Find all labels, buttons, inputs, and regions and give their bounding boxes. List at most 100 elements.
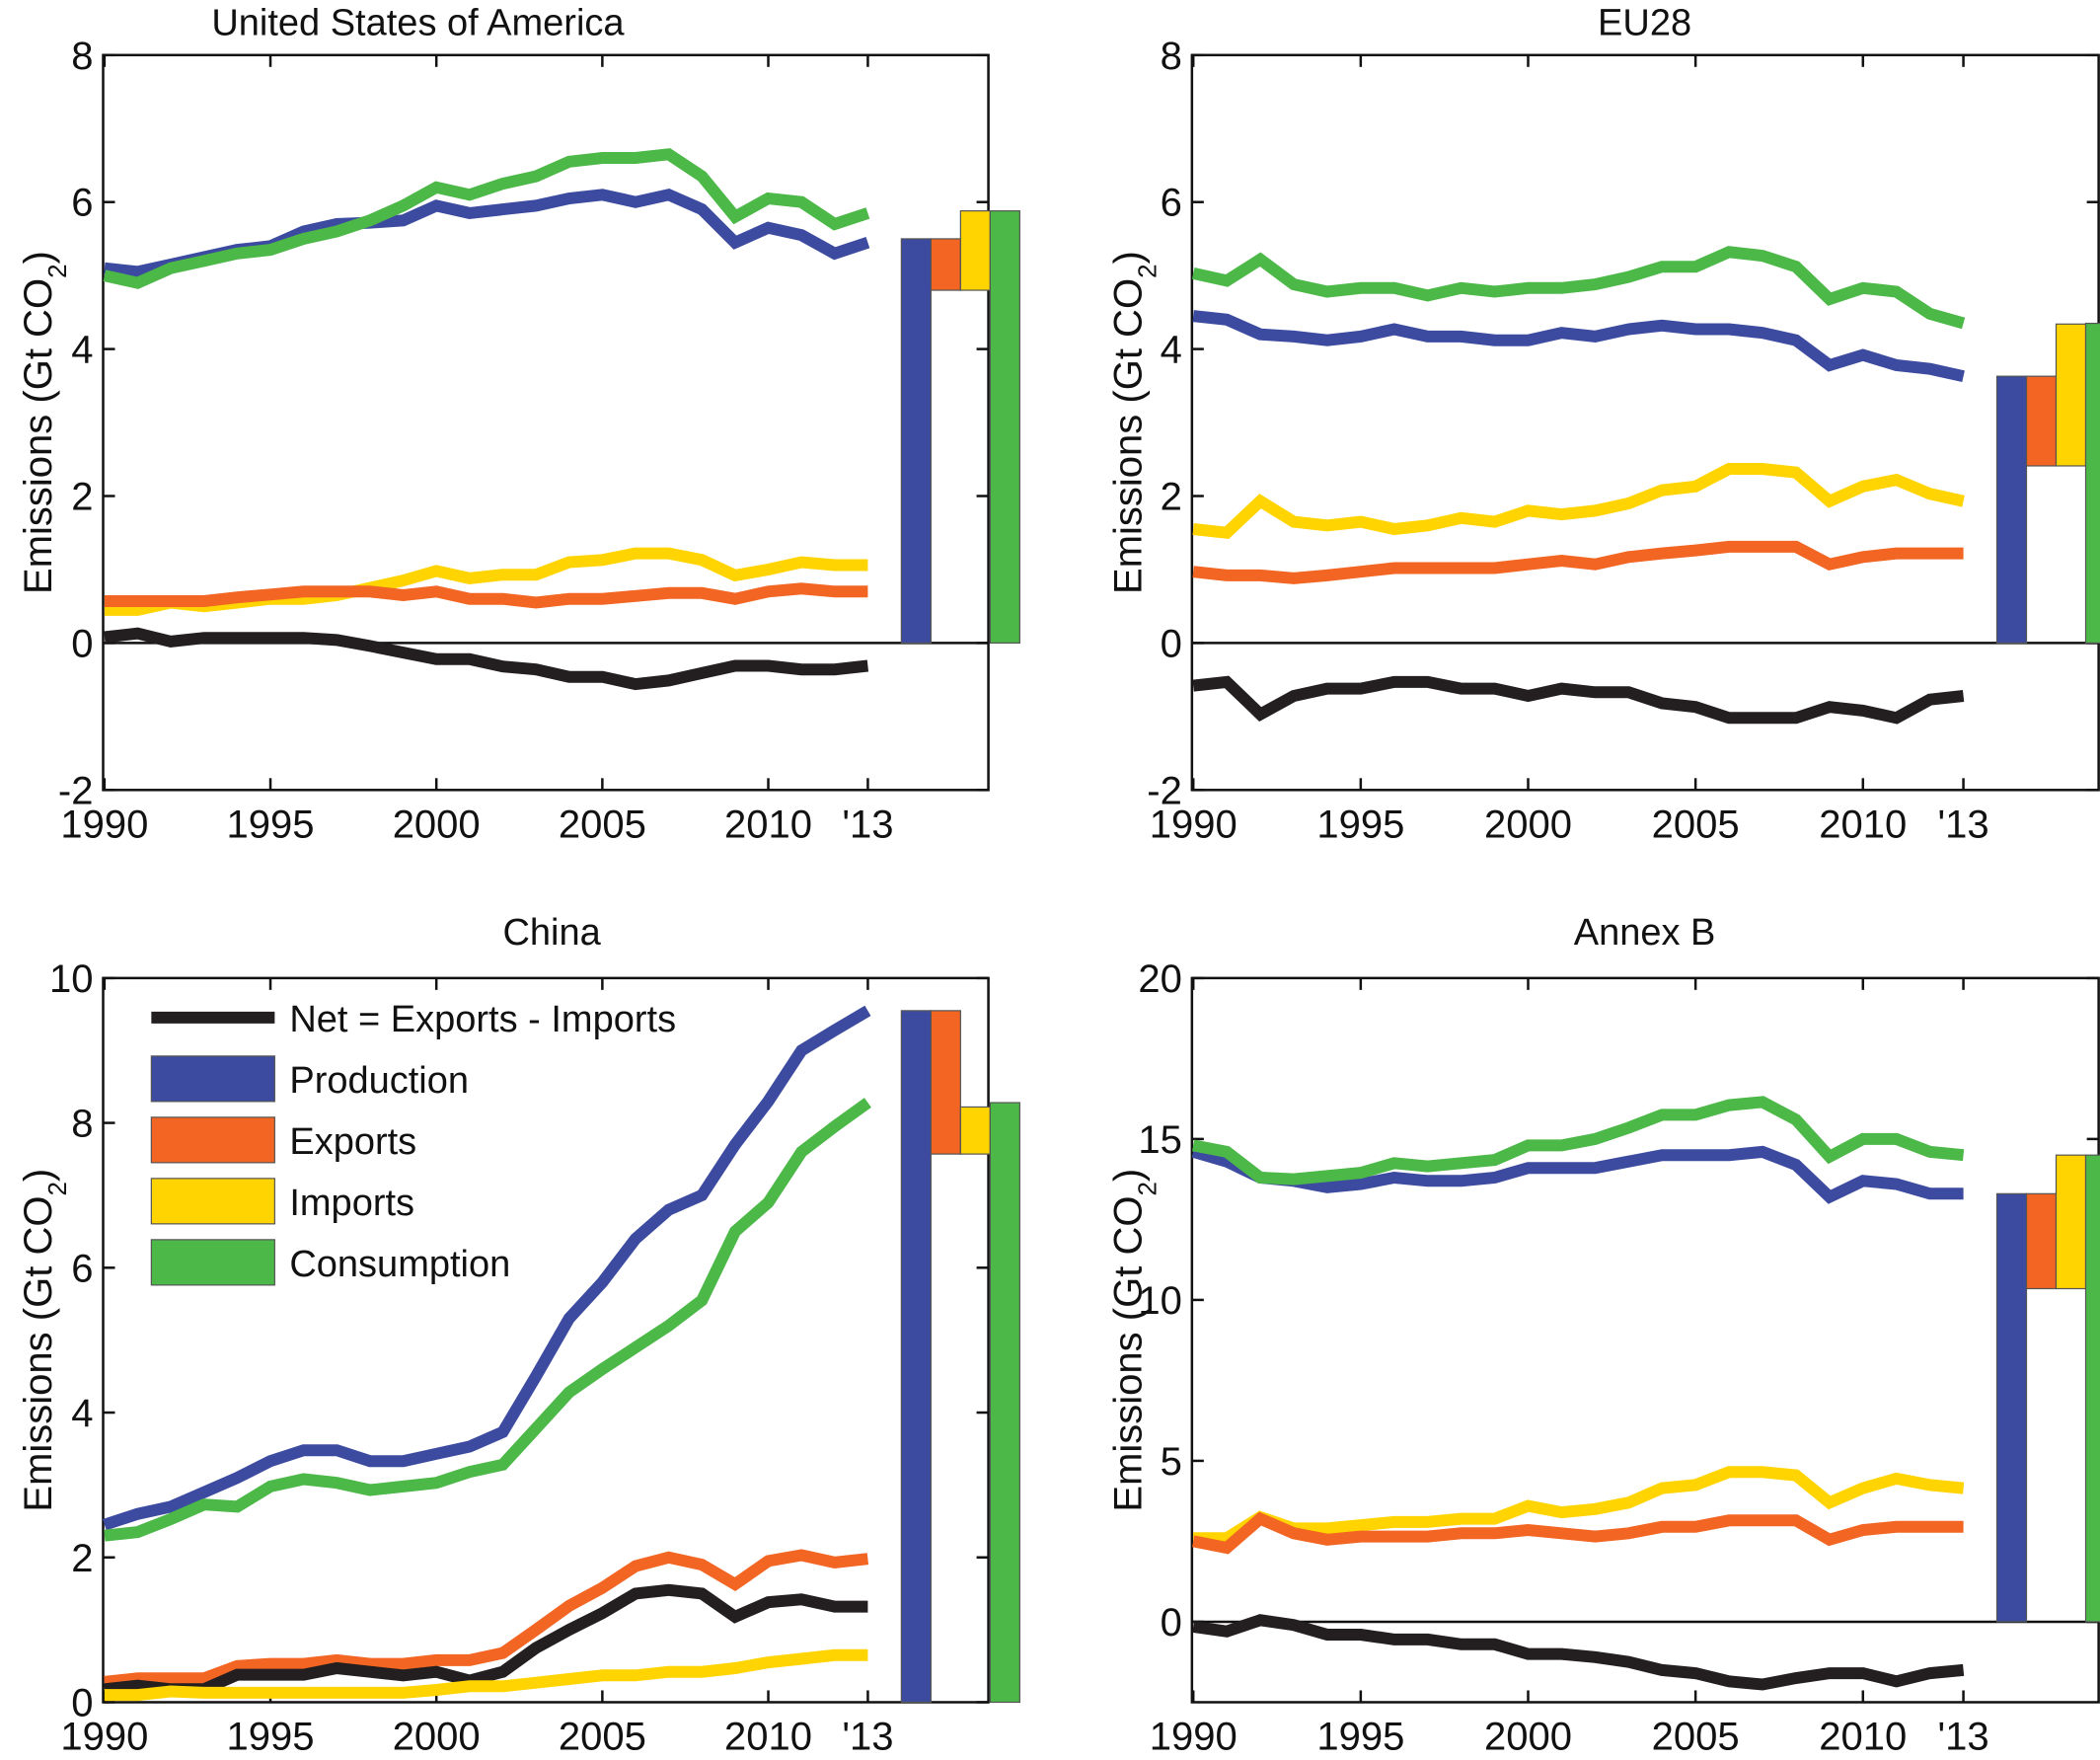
x-tick-label: 1990 [1150, 1715, 1238, 1758]
bar-2013-consumption [989, 1102, 1020, 1704]
bar-2013-production [900, 238, 932, 645]
series-line-imports [1192, 463, 1965, 539]
bar-2013-exports [2025, 1192, 2058, 1290]
bar-2013-exports [930, 238, 961, 291]
x-tick-label: 2010 [1819, 1715, 1907, 1758]
y-tick-label: 6 [1161, 182, 1182, 225]
bar-2013-consumption [2084, 322, 2100, 645]
legend-label-net: Net = Exports - Imports [289, 999, 676, 1040]
x-tick-label: 1990 [1150, 803, 1238, 846]
x-tick-label: 2010 [1819, 803, 1907, 846]
series-line-exports [104, 582, 868, 609]
x-tick-label: 2010 [724, 803, 812, 846]
x-tick-label: 2005 [1652, 1715, 1740, 1758]
panel-united-states-of-america: United States of America Emissions (Gt CO… [17, 2, 1020, 846]
x-tick-label: 2005 [1652, 803, 1740, 846]
bar-2013-production [1995, 375, 2028, 645]
legend-label-consumption: Consumption [289, 1244, 510, 1285]
x-tick-label: 1990 [60, 803, 148, 846]
series-line-consumption [1191, 246, 1966, 330]
y-tick-label: -2 [58, 769, 94, 812]
series-line-consumption [103, 148, 870, 289]
axes-frame [102, 53, 990, 792]
panel-china: China Emissions (Gt CO2) 0 2 4 6 8 10 1990 1995 20… [17, 912, 1020, 1758]
bar-2013-production [900, 1010, 932, 1704]
y-axis-label: Emissions (Gt CO2) [17, 251, 72, 594]
x-tick-label: 1995 [227, 1715, 315, 1758]
legend-swatch-imports [150, 1178, 275, 1225]
y-tick-label: 5 [1161, 1440, 1182, 1484]
bar-2013-exports [930, 1010, 961, 1155]
y-tick-label: 8 [71, 1103, 93, 1146]
legend-swatch-consumption [150, 1239, 275, 1286]
bar-2013-consumption [2084, 1154, 2100, 1623]
y-tick-label: 8 [1161, 35, 1182, 78]
bar-2013-exports [2025, 375, 2058, 467]
x-tick-label: 1995 [1316, 803, 1404, 846]
y-tick-label: 0 [71, 1681, 93, 1724]
axes-frame [102, 976, 990, 1704]
x-tick-label: '13 [842, 803, 893, 846]
legend: Net = Exports - Imports Production Exports… [150, 999, 676, 1286]
y-tick-label: 0 [71, 622, 93, 665]
series-line-exports [104, 1549, 869, 1688]
bar-2013-imports [2055, 323, 2087, 467]
axes-frame [1190, 976, 2100, 1704]
legend-label-production: Production [289, 1060, 469, 1102]
series-line-consumption [1192, 1096, 1965, 1186]
bar-2013-imports [959, 1106, 991, 1155]
legend-swatch-exports [150, 1116, 275, 1164]
x-tick-label: 1995 [1316, 1715, 1404, 1758]
x-tick-label: 1990 [60, 1715, 148, 1758]
x-tick-label: 2000 [393, 1715, 481, 1758]
y-tick-label: 2 [1161, 476, 1182, 519]
bar-2013-production [1995, 1192, 2028, 1623]
y-tick-label: 2 [71, 1537, 93, 1580]
y-axis-label: Emissions (Gt CO2) [1107, 1169, 1162, 1512]
series-line-net [104, 627, 869, 691]
panel-title: EU28 [1598, 2, 1691, 43]
panel-title: United States of America [211, 2, 625, 43]
bar-2013-consumption [989, 210, 1020, 645]
y-axis-label: Emissions (Gt CO2) [1107, 251, 1162, 594]
series-line-imports [104, 1648, 868, 1702]
y-tick-label: 0 [1161, 1601, 1182, 1645]
y-tick-label: 6 [71, 182, 93, 225]
y-tick-label: 4 [1161, 329, 1182, 372]
x-tick-label: 1995 [227, 803, 315, 846]
series-line-imports [1193, 1466, 1965, 1545]
axes-frame [1190, 53, 2100, 792]
legend-label-imports: Imports [289, 1183, 414, 1224]
x-tick-label: '13 [842, 1715, 893, 1758]
y-tick-label: 6 [71, 1247, 93, 1290]
panel-annex-b: Annex B Emissions (Gt CO2) 0 5 10 15 20 1990 199… [1107, 912, 2100, 1758]
y-tick-label: 8 [71, 35, 93, 78]
y-tick-label: 2 [71, 476, 93, 519]
series-line-consumption [104, 1098, 871, 1542]
panel-title: China [502, 912, 601, 954]
series-line-net [1192, 675, 1965, 725]
y-tick-label: 10 [49, 957, 94, 1001]
series-line-exports [1192, 540, 1964, 584]
y-tick-label: 15 [1138, 1118, 1182, 1162]
x-tick-label: '13 [1938, 803, 1989, 846]
panel-title: Annex B [1574, 912, 1716, 954]
y-tick-label: 4 [71, 329, 93, 372]
legend-swatch-production [150, 1055, 275, 1103]
x-tick-label: 2005 [559, 1715, 646, 1758]
x-tick-label: 2000 [1484, 803, 1572, 846]
y-tick-label: -2 [1147, 769, 1182, 812]
series-line-net [104, 1583, 868, 1696]
series-line-production [103, 1005, 871, 1531]
x-tick-label: 2005 [559, 803, 646, 846]
y-tick-label: 10 [1138, 1279, 1182, 1323]
bar-2013-imports [2055, 1154, 2087, 1290]
series-line-exports [1192, 1511, 1964, 1555]
y-tick-label: 20 [1138, 957, 1182, 1001]
series-line-production [1191, 1145, 1964, 1204]
y-axis-label: Emissions (Gt CO2) [17, 1169, 72, 1512]
x-tick-label: 2010 [724, 1715, 812, 1758]
legend-label-exports: Exports [289, 1121, 416, 1163]
y-tick-label: 0 [1161, 622, 1182, 665]
